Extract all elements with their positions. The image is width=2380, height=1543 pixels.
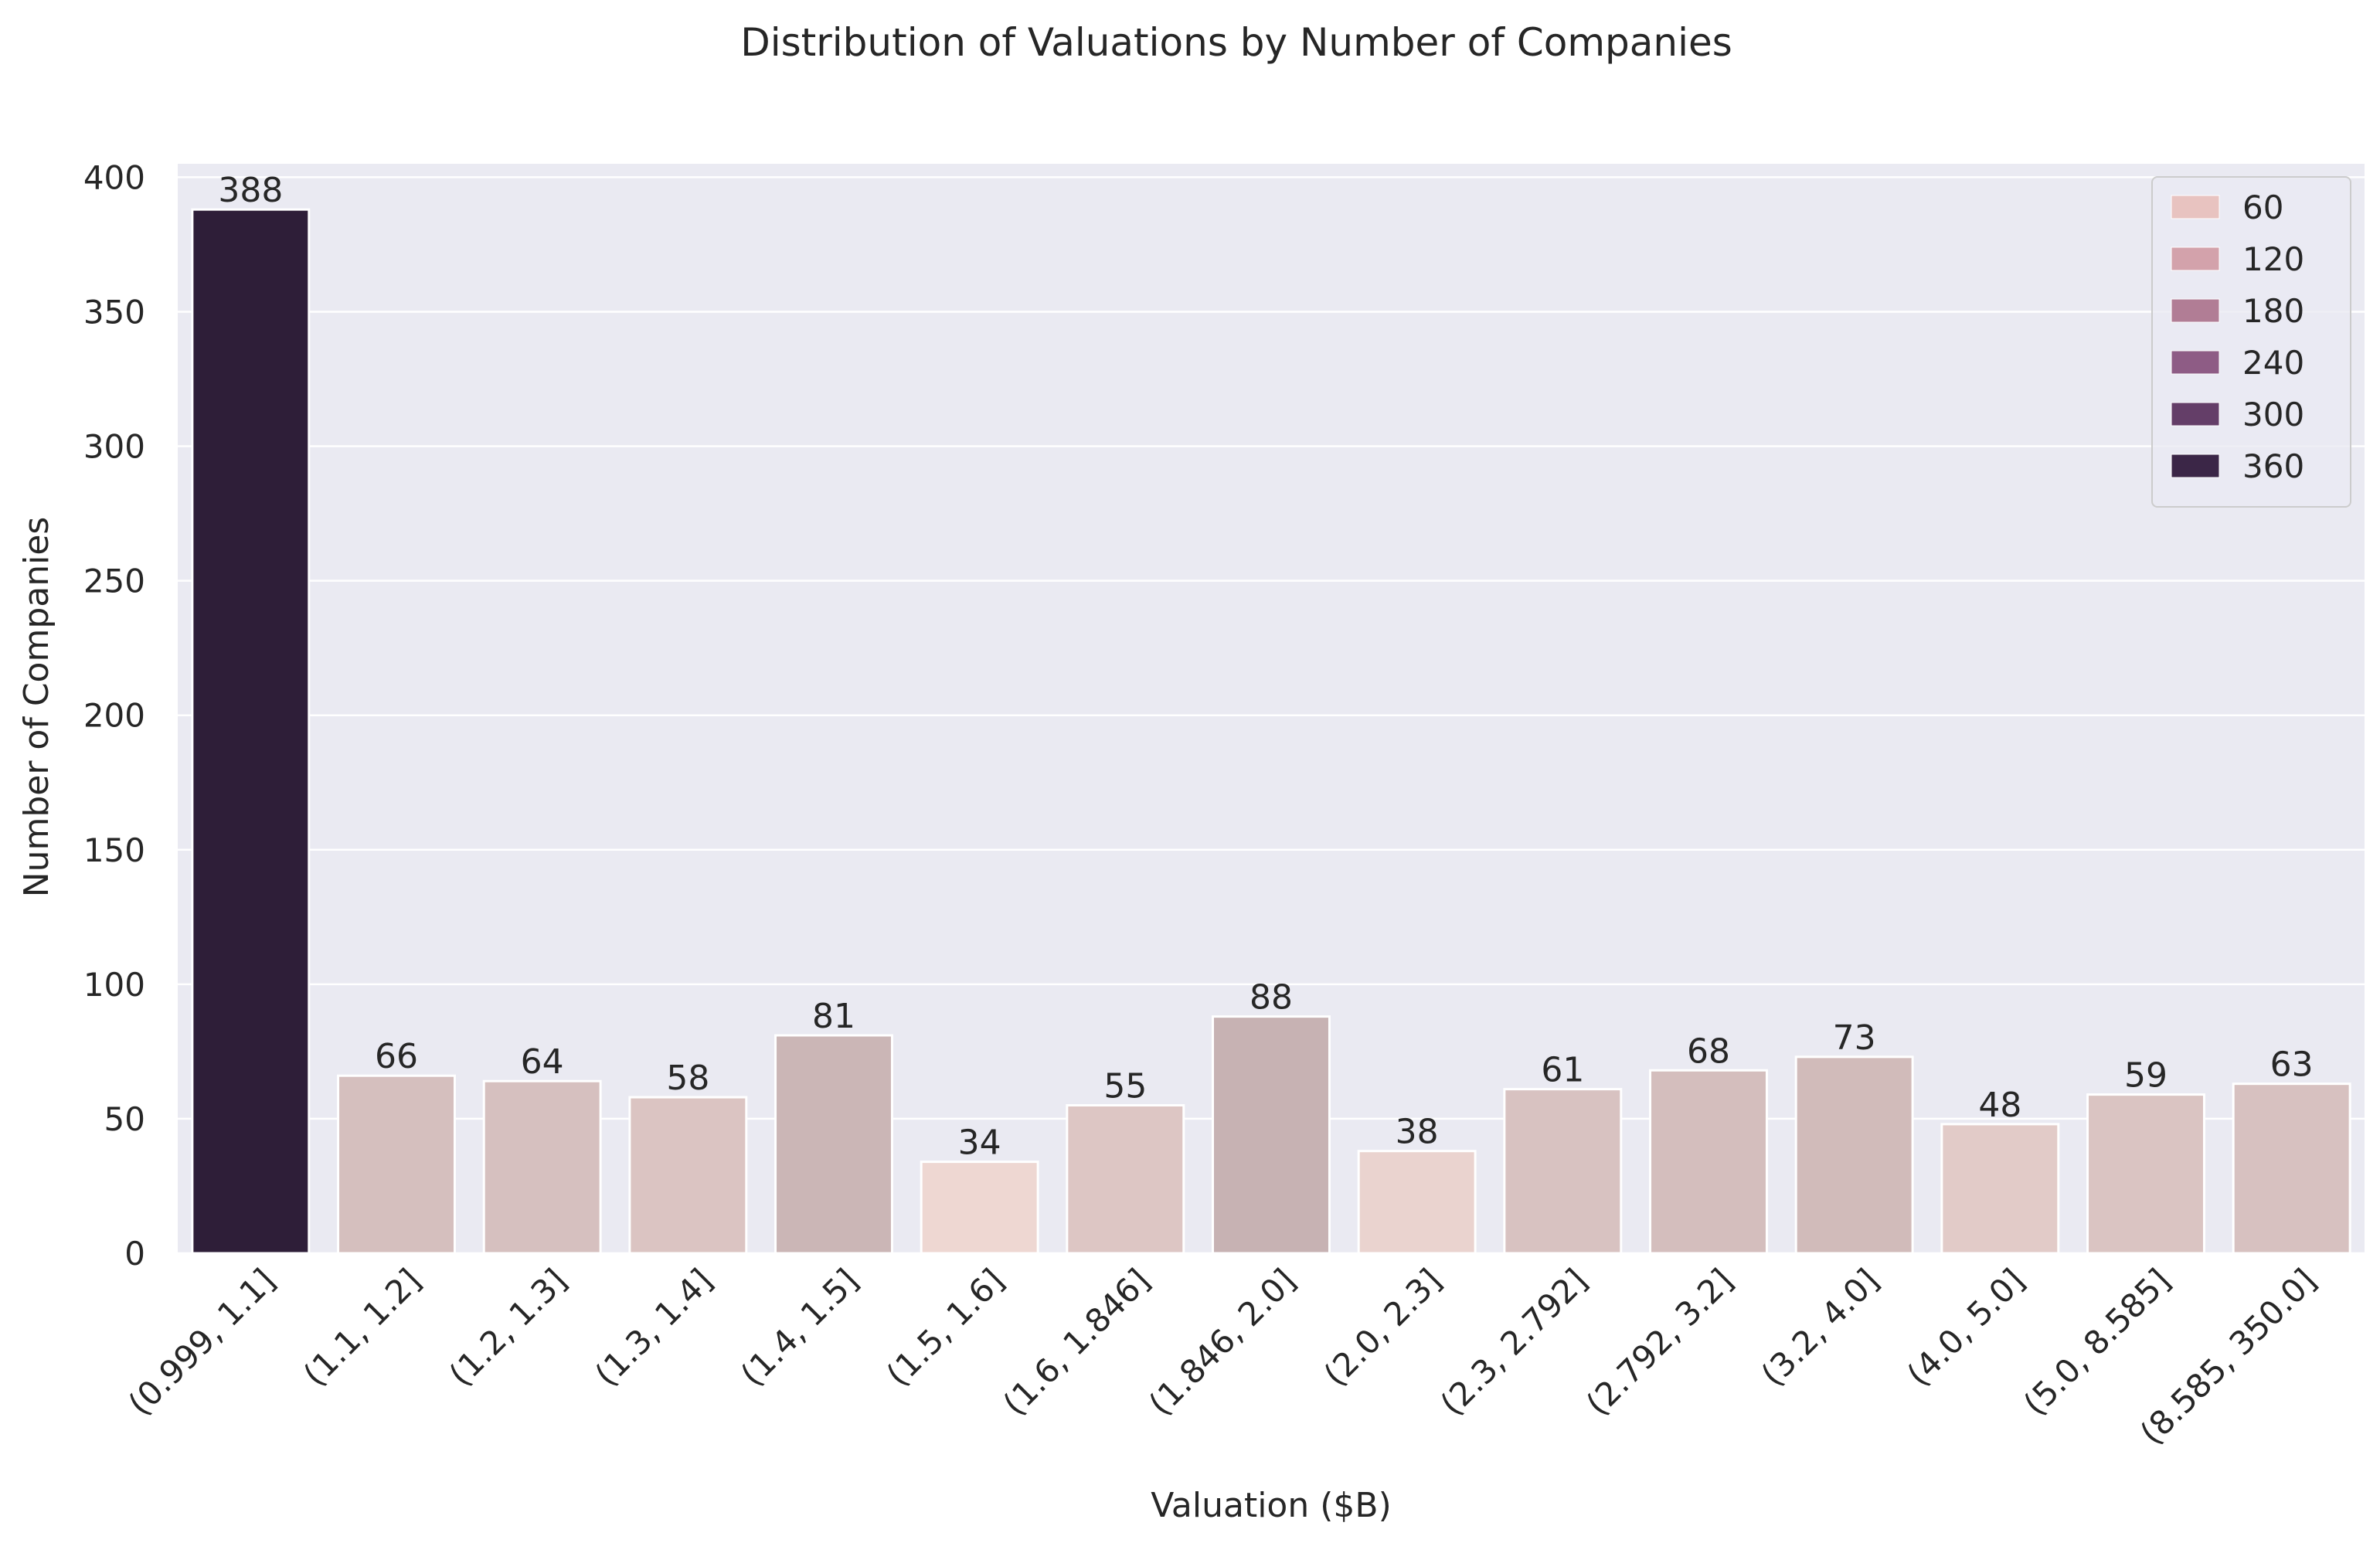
bar-value-label: 66 bbox=[375, 1037, 418, 1076]
x-tick-label: (2.3, 2.792] bbox=[1433, 1261, 1594, 1422]
x-tick-label: (1.3, 1.4] bbox=[587, 1261, 719, 1393]
y-axis-ticks: 0 50 100 150 200 250 300 350 400 bbox=[83, 158, 145, 1273]
y-tick-label: 250 bbox=[83, 562, 145, 600]
y-tick-label: 400 bbox=[83, 158, 145, 196]
bar-value-label: 81 bbox=[812, 997, 855, 1036]
bar-value-label: 388 bbox=[218, 171, 283, 210]
bar-value-label: 58 bbox=[666, 1059, 709, 1098]
bar-value-labels: 388 66 64 58 81 34 55 88 38 61 68 73 48 59 63 bbox=[218, 171, 2313, 1162]
legend-label: 300 bbox=[2242, 396, 2304, 433]
bar bbox=[774, 1034, 893, 1255]
y-tick-label: 150 bbox=[83, 831, 145, 869]
bar bbox=[628, 1096, 748, 1255]
bar bbox=[337, 1074, 456, 1255]
legend-items: 60 120 180 240 300 360 bbox=[2171, 189, 2304, 485]
x-tick-label: (0.999, 1.1] bbox=[121, 1261, 282, 1422]
y-tick-label: 100 bbox=[83, 966, 145, 1004]
bar bbox=[1794, 1055, 1914, 1255]
bar-value-label: 59 bbox=[2124, 1056, 2168, 1096]
bar bbox=[1066, 1104, 1185, 1255]
legend-swatch bbox=[2171, 195, 2220, 219]
bar-value-label: 55 bbox=[1103, 1067, 1147, 1106]
bar-value-label: 63 bbox=[2270, 1045, 2314, 1085]
y-tick-label: 200 bbox=[83, 697, 145, 735]
y-tick-label: 50 bbox=[104, 1100, 145, 1138]
bar-value-label: 34 bbox=[958, 1123, 1001, 1163]
y-tick-label: 0 bbox=[124, 1235, 145, 1273]
bar bbox=[2232, 1082, 2351, 1255]
x-tick-label: (1.846, 2.0] bbox=[1141, 1261, 1303, 1422]
legend-swatch bbox=[2171, 454, 2220, 478]
bar bbox=[1503, 1088, 1623, 1255]
legend-label: 180 bbox=[2242, 292, 2304, 330]
x-tick-label: (1.1, 1.2] bbox=[296, 1261, 428, 1393]
x-tick-label: (5.0, 8.585] bbox=[2016, 1261, 2178, 1422]
y-axis-title: Number of Companies bbox=[17, 517, 56, 898]
bar-value-label: 61 bbox=[1541, 1051, 1584, 1090]
legend: 60 120 180 240 300 360 bbox=[2151, 176, 2351, 508]
bar-value-label: 88 bbox=[1250, 978, 1293, 1018]
bar bbox=[1212, 1015, 1331, 1255]
chart-title: Distribution of Valuations by Number of … bbox=[740, 20, 1732, 65]
bar bbox=[920, 1161, 1039, 1255]
legend-label: 120 bbox=[2242, 240, 2304, 278]
bar bbox=[1649, 1069, 1768, 1255]
x-tick-label: (4.0, 5.0] bbox=[1899, 1261, 2032, 1393]
legend-swatch bbox=[2171, 402, 2220, 427]
y-tick-label: 350 bbox=[83, 293, 145, 331]
bar-value-label: 48 bbox=[1978, 1086, 2021, 1125]
bar bbox=[1357, 1150, 1477, 1255]
x-tick-label: (2.0, 2.3] bbox=[1317, 1261, 1449, 1393]
bar-value-label: 38 bbox=[1396, 1113, 1439, 1152]
x-tick-label: (3.2, 4.0] bbox=[1754, 1261, 1886, 1393]
legend-label: 60 bbox=[2242, 189, 2283, 226]
x-tick-label: (1.4, 1.5] bbox=[733, 1261, 865, 1393]
legend-label: 360 bbox=[2242, 447, 2304, 485]
bar-value-label: 68 bbox=[1687, 1031, 1730, 1071]
x-axis-ticks: (0.999, 1.1] (1.1, 1.2] (1.2, 1.3] (1.3, 1.… bbox=[121, 1261, 2323, 1452]
y-tick-label: 300 bbox=[83, 428, 145, 466]
x-tick-label: (1.5, 1.6] bbox=[879, 1261, 1012, 1393]
bar bbox=[482, 1079, 602, 1255]
legend-label: 240 bbox=[2242, 344, 2304, 382]
bar bbox=[2086, 1093, 2205, 1255]
x-tick-label: (2.792, 3.2] bbox=[1579, 1261, 1740, 1422]
x-tick-label: (1.2, 1.3] bbox=[442, 1261, 574, 1393]
legend-swatch bbox=[2171, 246, 2220, 271]
bar-value-label: 73 bbox=[1833, 1018, 1876, 1058]
x-tick-label: (1.6, 1.846] bbox=[995, 1261, 1157, 1422]
bar bbox=[191, 208, 311, 1255]
bar-value-label: 64 bbox=[521, 1042, 564, 1082]
legend-swatch bbox=[2171, 298, 2220, 323]
x-axis-title: Valuation ($B) bbox=[1151, 1486, 1392, 1525]
bar bbox=[1940, 1123, 2060, 1255]
legend-swatch bbox=[2171, 350, 2220, 375]
bars bbox=[191, 208, 2351, 1255]
